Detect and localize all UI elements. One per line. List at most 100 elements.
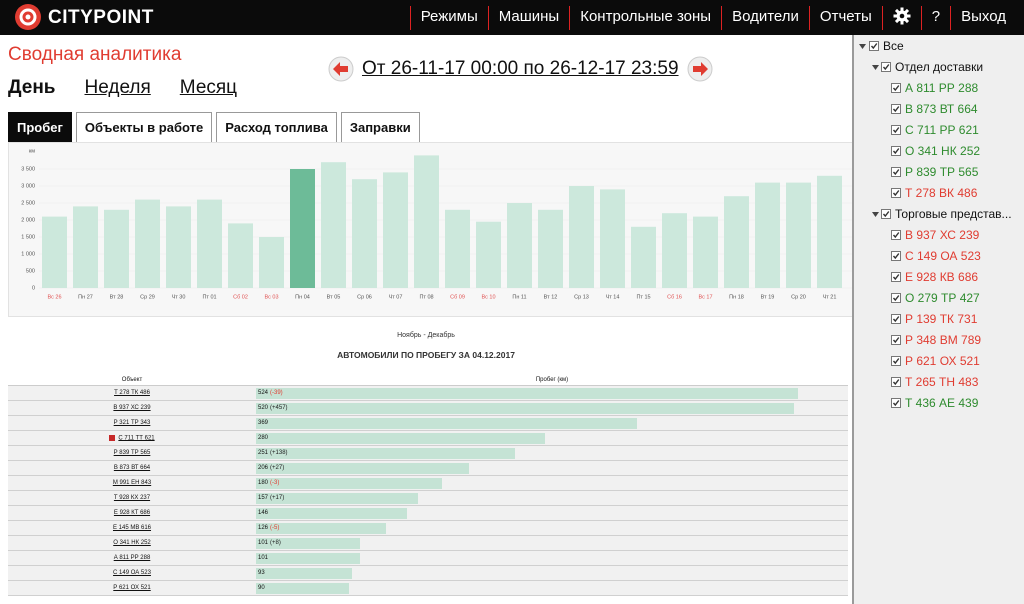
period-link[interactable]: Месяц — [179, 77, 238, 98]
checkbox[interactable] — [881, 209, 891, 219]
bar[interactable] — [352, 179, 377, 288]
tree-label[interactable]: В 873 ВТ 664 — [905, 102, 978, 116]
bar[interactable] — [662, 213, 687, 288]
bar[interactable] — [259, 237, 284, 288]
check-mark — [892, 253, 900, 260]
object-link[interactable]: С 149 ОА 523 — [113, 570, 151, 576]
bar[interactable] — [631, 226, 656, 288]
menu-item[interactable]: Водители — [721, 6, 809, 30]
bar[interactable] — [228, 223, 253, 288]
bar[interactable] — [476, 221, 501, 288]
logo[interactable]: CITYPOINT — [48, 7, 154, 28]
tree-label[interactable]: О 341 НК 252 — [905, 144, 981, 158]
checkbox[interactable] — [881, 62, 891, 72]
tree-label[interactable]: В 937 ХС 239 — [905, 228, 980, 242]
checkbox[interactable] — [891, 293, 901, 303]
checkbox[interactable] — [891, 104, 901, 114]
checkbox[interactable] — [891, 125, 901, 135]
next-arrow[interactable] — [687, 56, 713, 82]
tree-label[interactable]: С 149 ОА 523 — [905, 249, 981, 263]
tab[interactable]: Пробег — [8, 112, 72, 143]
bar[interactable] — [166, 206, 191, 288]
checkbox[interactable] — [891, 398, 901, 408]
tree-label[interactable]: Р 621 ОХ 521 — [905, 354, 980, 368]
bar[interactable] — [197, 199, 222, 288]
bar[interactable] — [538, 209, 563, 288]
object-link[interactable]: А 811 РР 288 — [113, 555, 151, 561]
tree-label[interactable]: Т 278 ВК 486 — [905, 186, 978, 200]
bar[interactable] — [104, 209, 129, 288]
tree-label[interactable]: Торговые представ... — [895, 207, 1012, 221]
object-link[interactable]: Р 621 ОХ 521 — [113, 585, 151, 591]
expand-arrow[interactable] — [872, 65, 879, 71]
tab[interactable]: Расход топлива — [216, 112, 337, 143]
expand-arrow[interactable] — [859, 44, 866, 50]
object-link[interactable]: М 991 ЕН 843 — [112, 480, 152, 486]
period-link[interactable]: Неделя — [84, 77, 151, 98]
object-link[interactable]: Е 145 МВ 616 — [112, 525, 152, 531]
object-link[interactable]: С 711 ТТ 621 — [118, 435, 155, 442]
bar[interactable] — [507, 203, 532, 288]
checkbox[interactable] — [869, 41, 879, 51]
tree-label[interactable]: А 811 РР 288 — [905, 81, 979, 95]
bar[interactable] — [135, 199, 160, 288]
bar[interactable] — [290, 169, 315, 288]
tree-label[interactable]: Р 348 ВМ 789 — [905, 333, 982, 347]
bar[interactable] — [600, 189, 625, 288]
bar[interactable] — [414, 155, 439, 288]
checkbox[interactable] — [891, 251, 901, 261]
object-link[interactable]: В 873 ВТ 664 — [113, 465, 151, 471]
checkbox[interactable] — [891, 167, 901, 177]
checkbox[interactable] — [891, 356, 901, 366]
checkbox[interactable] — [891, 272, 901, 282]
object-link[interactable]: Е 928 КТ 686 — [113, 510, 151, 516]
bar[interactable] — [569, 186, 594, 288]
menu-item[interactable]: Режимы — [409, 6, 488, 30]
settings-button[interactable] — [881, 6, 921, 30]
bar[interactable] — [383, 172, 408, 288]
bar[interactable] — [724, 196, 749, 288]
bar[interactable] — [755, 182, 780, 288]
tree-label[interactable]: Все — [883, 39, 904, 53]
object-link[interactable]: Р 321 ТР 343 — [113, 420, 151, 426]
tree-label[interactable]: О 279 ТР 427 — [905, 291, 980, 305]
object-link[interactable]: О 341 НК 252 — [113, 540, 151, 546]
bar[interactable] — [321, 162, 346, 288]
logout-button[interactable]: Выход — [950, 6, 1016, 30]
bar[interactable] — [817, 175, 842, 288]
object-link[interactable]: Т 278 ТК 486 — [114, 390, 150, 396]
bar[interactable] — [42, 216, 67, 288]
object-link[interactable]: Р 839 ТР 565 — [113, 450, 151, 456]
expand-arrow[interactable] — [872, 212, 879, 218]
checkbox[interactable] — [891, 230, 901, 240]
check-mark — [892, 232, 900, 239]
checkbox[interactable] — [891, 188, 901, 198]
tree-label[interactable]: Е 928 КВ 686 — [905, 270, 979, 284]
object-link[interactable]: Т 928 КХ 237 — [113, 495, 151, 501]
bar[interactable] — [786, 182, 811, 288]
object-link[interactable]: В 937 ХС 239 — [113, 405, 151, 411]
menu-item[interactable]: Машины — [487, 6, 569, 30]
checkbox[interactable] — [891, 314, 901, 324]
prev-arrow[interactable] — [328, 56, 354, 82]
tree-label[interactable]: Отдел доставки — [895, 60, 984, 74]
tab[interactable]: Заправки — [340, 112, 420, 143]
checkbox[interactable] — [891, 146, 901, 156]
menu-item[interactable]: Отчеты — [808, 6, 882, 30]
bar[interactable] — [445, 209, 470, 288]
menu-item[interactable]: Контрольные зоны — [569, 6, 721, 30]
tree-label[interactable]: Т 436 АЕ 439 — [905, 396, 979, 410]
tab[interactable]: Объекты в работе — [75, 112, 213, 143]
help-button[interactable]: ? — [920, 6, 950, 30]
date-range[interactable]: От 26-11-17 00:00 по 26-12-17 23:59 — [362, 58, 679, 79]
tree-label[interactable]: Т 265 ТН 483 — [905, 375, 979, 389]
period-link[interactable]: День — [8, 77, 56, 98]
tree-label[interactable]: Р 839 ТР 565 — [905, 165, 979, 179]
tree-label[interactable]: Р 139 ТК 731 — [905, 312, 978, 326]
tree-label[interactable]: С 711 РР 621 — [905, 123, 979, 137]
bar[interactable] — [693, 216, 718, 288]
checkbox[interactable] — [891, 377, 901, 387]
bar[interactable] — [73, 206, 98, 288]
checkbox[interactable] — [891, 83, 901, 93]
checkbox[interactable] — [891, 335, 901, 345]
